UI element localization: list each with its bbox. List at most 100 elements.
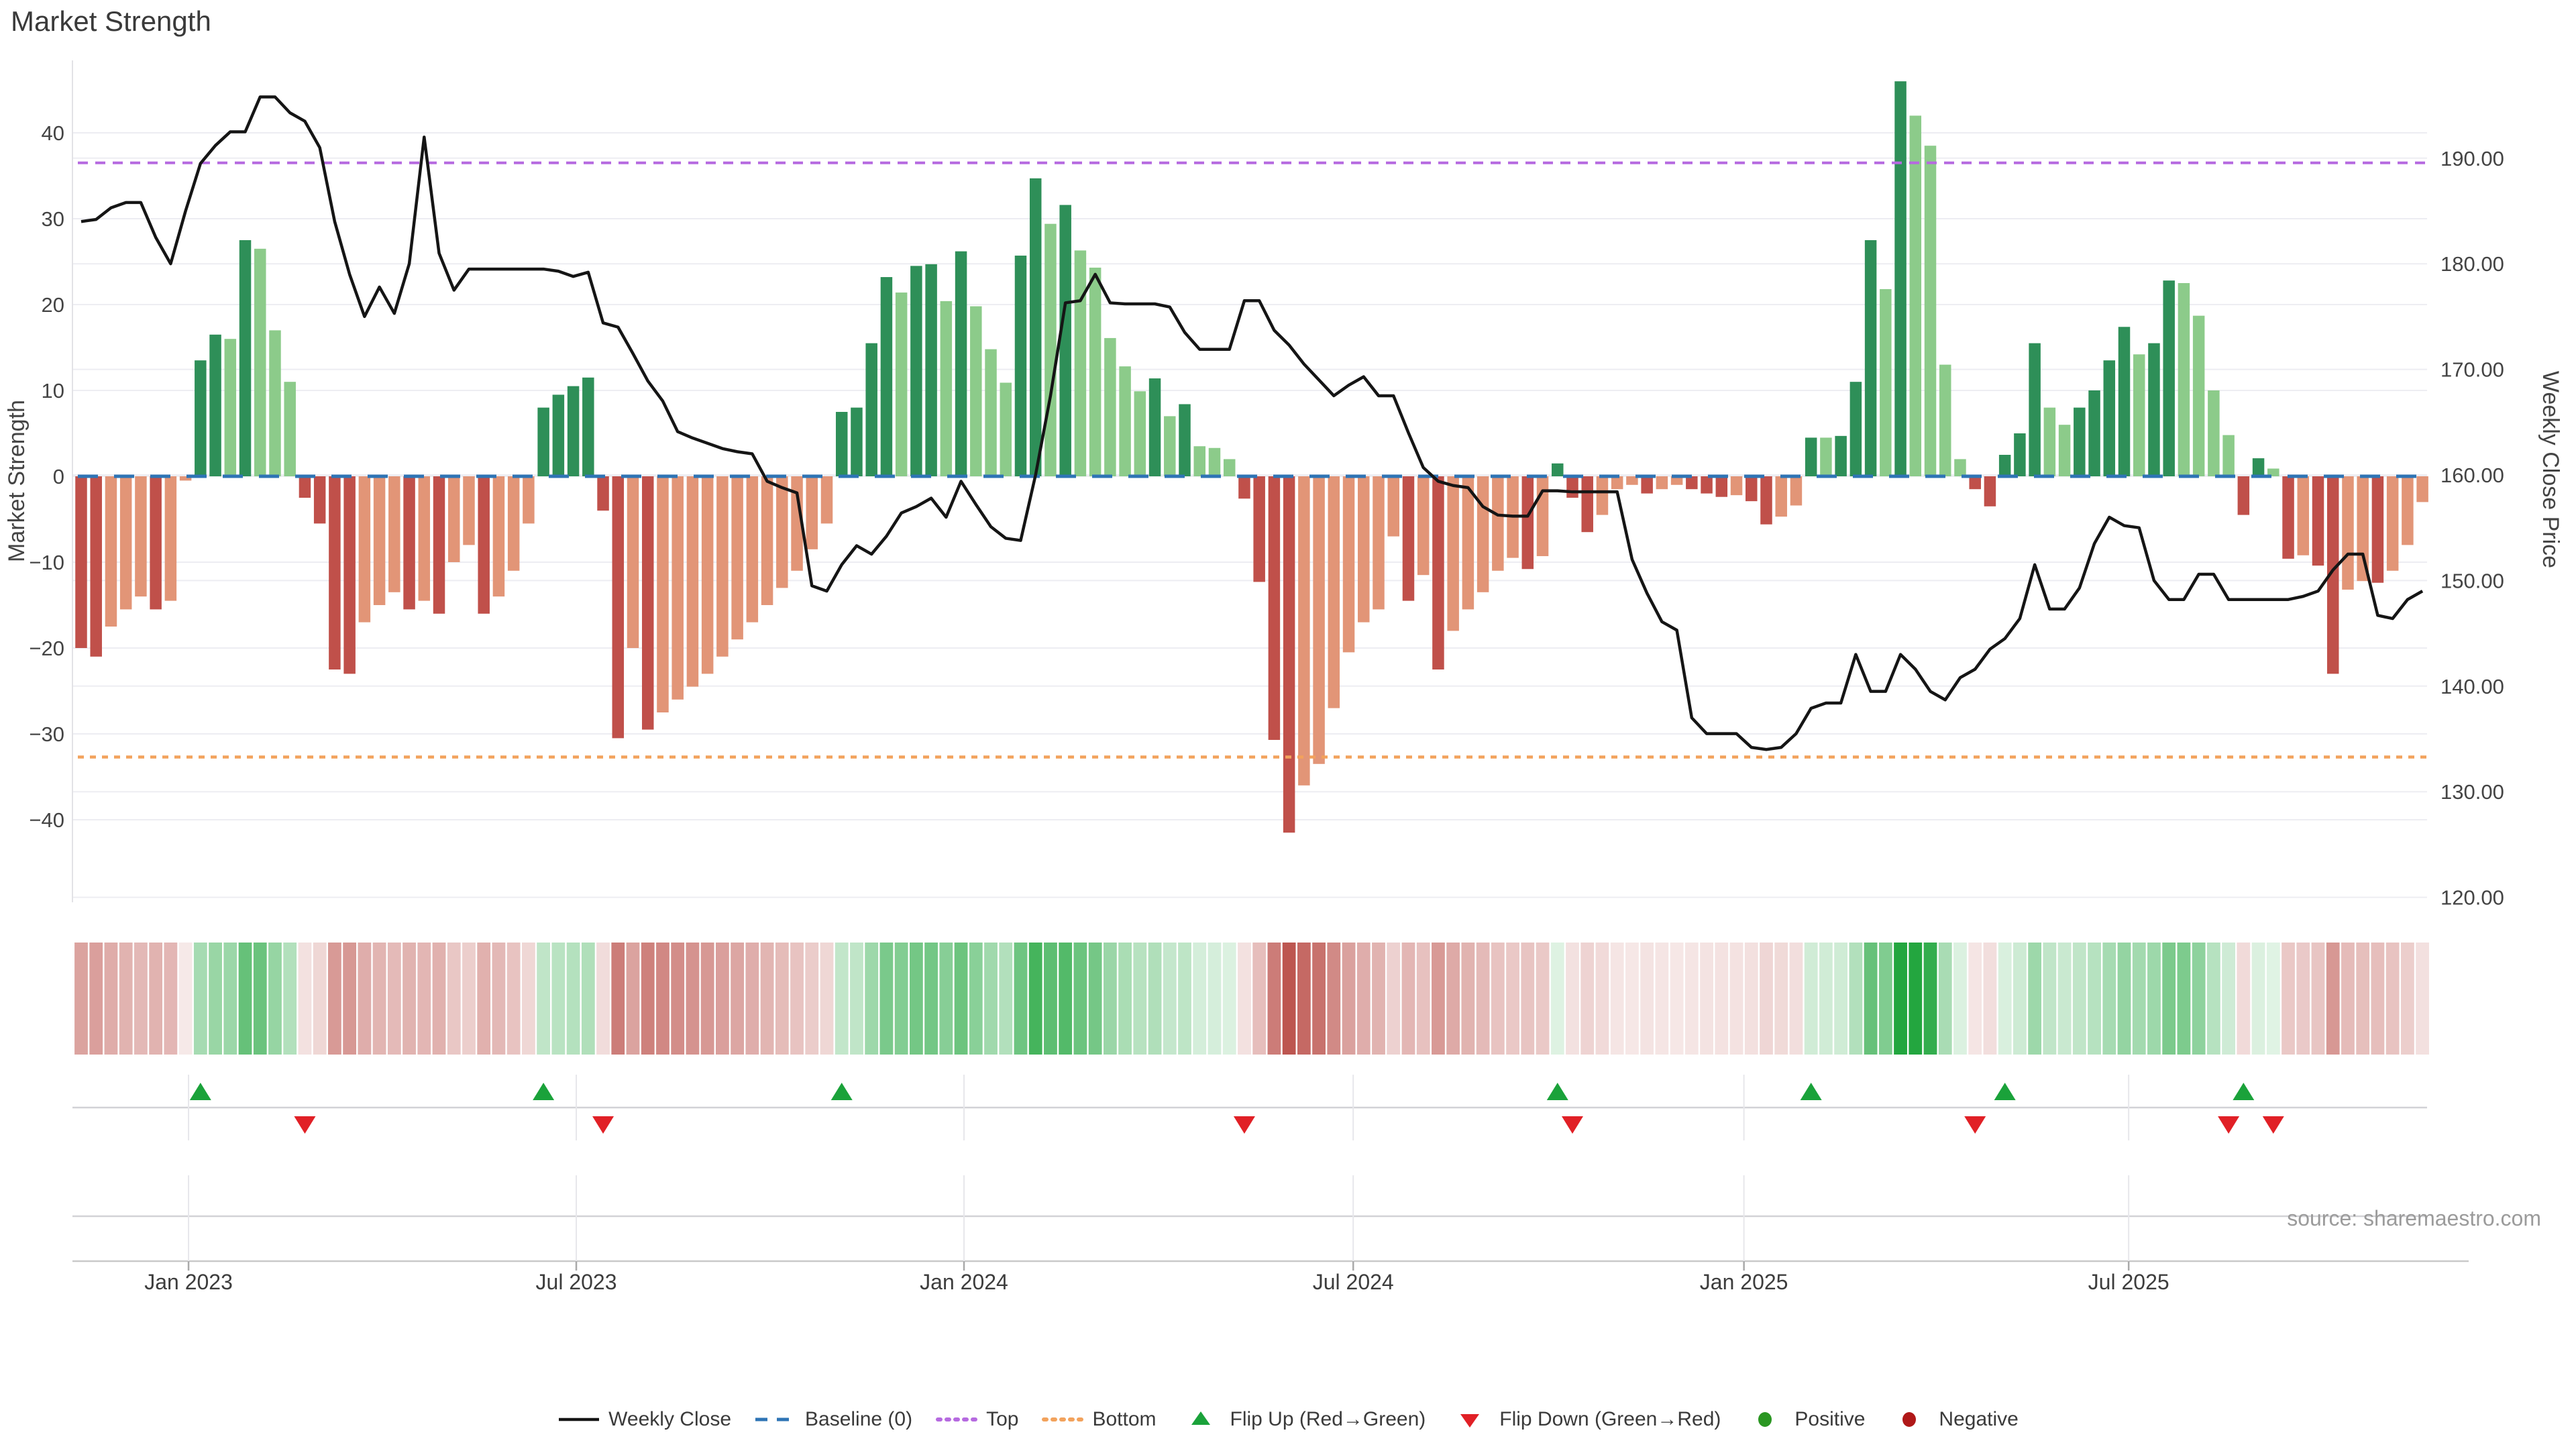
heatmap-cell[interactable] <box>1700 943 1713 1055</box>
strength-bar[interactable] <box>672 476 684 700</box>
strength-bar[interactable] <box>641 476 654 730</box>
heatmap-cell[interactable] <box>1222 943 1236 1055</box>
heatmap-cell[interactable] <box>1327 943 1341 1055</box>
heatmap-cell[interactable] <box>506 943 521 1055</box>
heatmap-cell[interactable] <box>939 943 953 1055</box>
heatmap-cell[interactable] <box>894 943 908 1055</box>
flip-up-icon[interactable] <box>1994 1083 2016 1100</box>
heatmap-cell[interactable] <box>193 943 207 1055</box>
strength-bar[interactable] <box>1790 476 1803 506</box>
strength-bar[interactable] <box>537 407 549 476</box>
strength-bar[interactable] <box>105 476 117 627</box>
heatmap-cell[interactable] <box>1894 943 1907 1055</box>
heatmap-cell[interactable] <box>1238 943 1251 1055</box>
strength-bar[interactable] <box>2386 476 2399 571</box>
heatmap-cell[interactable] <box>268 943 282 1055</box>
heatmap-cell[interactable] <box>1595 943 1609 1055</box>
strength-bar[interactable] <box>820 476 833 524</box>
strength-bar[interactable] <box>1566 476 1578 498</box>
heatmap-cell[interactable] <box>954 943 968 1055</box>
strength-bar[interactable] <box>1268 476 1281 740</box>
strength-bar[interactable] <box>164 476 177 601</box>
strength-bar[interactable] <box>940 301 953 476</box>
heatmap-cell[interactable] <box>447 943 461 1055</box>
heatmap-cell[interactable] <box>1059 943 1073 1055</box>
flip-down-icon[interactable] <box>2262 1116 2284 1134</box>
heatmap-cell[interactable] <box>2222 943 2236 1055</box>
strength-bar[interactable] <box>1864 240 1877 476</box>
heatmap-cell[interactable] <box>2013 943 2027 1055</box>
strength-bar[interactable] <box>1358 476 1370 623</box>
heatmap-cell[interactable] <box>537 943 551 1055</box>
strength-bar[interactable] <box>1954 459 1966 476</box>
heatmap-cell[interactable] <box>1252 943 1267 1055</box>
strength-bar[interactable] <box>358 476 371 623</box>
strength-bar[interactable] <box>1626 476 1638 485</box>
heatmap-cell[interactable] <box>2162 943 2176 1055</box>
strength-bar[interactable] <box>1223 459 1236 476</box>
strength-bar[interactable] <box>582 377 594 476</box>
strength-bar[interactable] <box>1432 476 1444 669</box>
heatmap-cell[interactable] <box>1610 943 1624 1055</box>
heatmap-cell[interactable] <box>790 943 804 1055</box>
strength-bar[interactable] <box>1998 455 2011 476</box>
strength-bar[interactable] <box>403 476 415 610</box>
strength-bar[interactable] <box>1701 476 1713 494</box>
heatmap-cell[interactable] <box>1432 943 1445 1055</box>
heatmap-cell[interactable] <box>1446 943 1460 1055</box>
heatmap-cell[interactable] <box>1506 943 1519 1055</box>
strength-bar[interactable] <box>2326 476 2339 674</box>
heatmap-cell[interactable] <box>104 943 118 1055</box>
heatmap-cell[interactable] <box>1834 943 1848 1055</box>
heatmap-cell[interactable] <box>611 943 625 1055</box>
legend-item[interactable]: Positive <box>1743 1407 1865 1432</box>
strength-bar[interactable] <box>1924 146 1937 476</box>
heatmap-cell[interactable] <box>1938 943 1952 1055</box>
strength-bar[interactable] <box>507 476 520 571</box>
legend-item[interactable]: Bottom <box>1041 1407 1157 1432</box>
heatmap-cell[interactable] <box>1909 943 1923 1055</box>
strength-bar[interactable] <box>1521 476 1534 570</box>
strength-bar[interactable] <box>478 476 490 614</box>
heatmap-cell[interactable] <box>2237 943 2251 1055</box>
strength-bar[interactable] <box>1656 476 1668 490</box>
heatmap-cell[interactable] <box>1028 943 1042 1055</box>
heatmap-cell[interactable] <box>1103 943 1117 1055</box>
flip-up-icon[interactable] <box>189 1083 211 1100</box>
flip-down-icon[interactable] <box>1964 1116 1986 1134</box>
flip-down-icon[interactable] <box>2218 1116 2240 1134</box>
strength-bar[interactable] <box>2282 476 2294 559</box>
heatmap-cell[interactable] <box>134 943 148 1055</box>
strength-bar[interactable] <box>2074 407 2086 476</box>
heatmap-cell[interactable] <box>2177 943 2191 1055</box>
heatmap-cell[interactable] <box>223 943 237 1055</box>
strength-bar[interactable] <box>1014 256 1027 476</box>
heatmap-cell[interactable] <box>1580 943 1595 1055</box>
heatmap-cell[interactable] <box>596 943 610 1055</box>
heatmap-cell[interactable] <box>715 943 729 1055</box>
heatmap-cell[interactable] <box>626 943 640 1055</box>
strength-bar[interactable] <box>612 476 625 739</box>
strength-bar[interactable] <box>179 476 192 481</box>
flip-up-icon[interactable] <box>830 1083 853 1100</box>
heatmap-cell[interactable] <box>1684 943 1699 1055</box>
heatmap-cell[interactable] <box>1715 943 1729 1055</box>
heatmap-cell[interactable] <box>313 943 327 1055</box>
weekly-close-path[interactable] <box>80 95 2424 751</box>
strength-bar[interactable] <box>1746 476 1758 502</box>
strength-bar[interactable] <box>627 476 639 648</box>
strength-bar[interactable] <box>1611 476 1623 490</box>
strength-bar[interactable] <box>1477 476 1489 592</box>
strength-bar[interactable] <box>2297 476 2310 555</box>
strength-bar[interactable] <box>955 251 967 476</box>
heatmap-cell[interactable] <box>2356 943 2370 1055</box>
strength-bar[interactable] <box>701 476 714 674</box>
strength-bar[interactable] <box>1074 250 1087 476</box>
heatmap-cell[interactable] <box>1282 943 1296 1055</box>
heatmap-cell[interactable] <box>805 943 819 1055</box>
heatmap-cell[interactable] <box>1297 943 1311 1055</box>
strength-bar[interactable] <box>1596 476 1609 515</box>
heatmap-cell[interactable] <box>969 943 983 1055</box>
heatmap-cell[interactable] <box>1760 943 1773 1055</box>
strength-bar[interactable] <box>1000 382 1012 476</box>
